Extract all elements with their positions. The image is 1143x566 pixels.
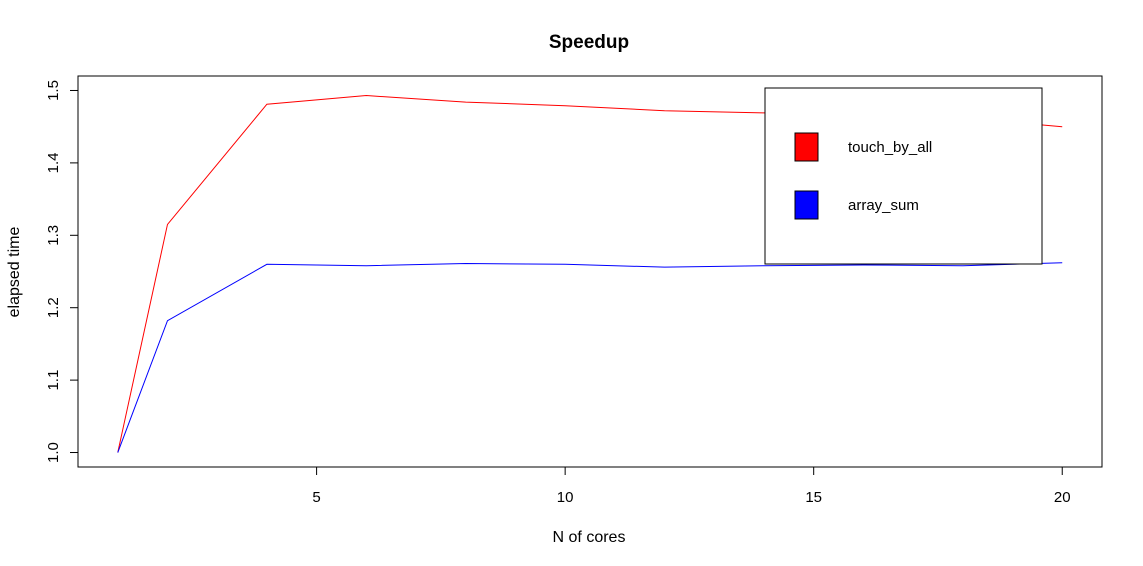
y-tick-label: 1.4 xyxy=(45,152,62,173)
y-tick-label: 1.2 xyxy=(45,297,62,318)
x-tick-label: 20 xyxy=(1054,489,1071,506)
y-tick-label: 1.0 xyxy=(45,442,62,463)
legend: touch_by_all array_sum xyxy=(764,87,1043,265)
axis-layer: 5 10 15 20 1.0 1.1 1.2 1.3 1.4 1.5 xyxy=(45,80,1071,506)
legend-swatch-touch-by-all xyxy=(794,132,819,162)
x-tick-label: 15 xyxy=(805,489,822,506)
x-axis-label: N of cores xyxy=(553,529,626,546)
legend-label-array-sum: array_sum xyxy=(848,197,919,214)
y-tick-label: 1.5 xyxy=(45,80,62,101)
legend-box xyxy=(764,87,1043,265)
legend-label-touch-by-all: touch_by_all xyxy=(848,139,932,156)
chart-title: Speedup xyxy=(549,32,629,53)
y-tick-label: 1.3 xyxy=(45,225,62,246)
y-axis-label: elapsed time xyxy=(6,227,23,318)
series-line-array-sum xyxy=(117,262,1063,453)
x-tick-label: 10 xyxy=(557,489,574,506)
y-tick-label: 1.1 xyxy=(45,370,62,391)
legend-swatch-array-sum xyxy=(794,190,819,220)
x-tick-label: 5 xyxy=(312,489,320,506)
